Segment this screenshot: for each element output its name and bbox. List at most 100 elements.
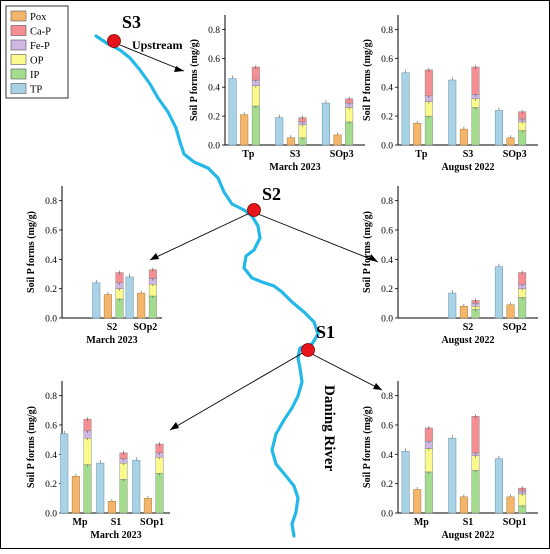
- bar-tp: [125, 276, 134, 319]
- x-tick-label: SOp2: [503, 322, 527, 333]
- bar-pox: [413, 489, 422, 514]
- y-tick-label: 0.2: [381, 480, 393, 490]
- legend-label-ip: IP: [30, 70, 39, 81]
- y-tick-label: 0.0: [381, 142, 393, 152]
- bar-tp: [494, 458, 503, 514]
- bar-segment-ip: [345, 121, 354, 146]
- bar-tp: [228, 78, 237, 146]
- x-tick-label: Mp: [73, 517, 88, 528]
- legend-label-op: OP: [30, 56, 44, 67]
- site-label-s3: S3: [122, 12, 141, 32]
- legend-label-pox: Pox: [30, 12, 47, 23]
- bar-pox: [459, 496, 468, 514]
- y-tick-label: 0.2: [381, 113, 393, 123]
- x-tick-label: SOp3: [330, 149, 354, 160]
- legend-box: [5, 5, 69, 99]
- x-tick-label: S2: [107, 322, 118, 333]
- x-tick-label: S1: [463, 517, 474, 528]
- bar-segment-ip: [424, 115, 433, 146]
- bar-segment-op: [119, 462, 128, 480]
- bar-segment-ip: [518, 130, 527, 146]
- bar-pox: [71, 476, 80, 514]
- chart-s2-august: 0.0 0.2 0.4 0.6 0.8 Soil P forms (mg/g) S2 SOp2…: [362, 186, 538, 346]
- x-tick-label: Tp: [242, 149, 255, 160]
- chart-title: March 2023: [269, 162, 320, 173]
- y-axis-label: Soil P forms (mg/g): [362, 39, 373, 121]
- legend-label-tp: TP: [30, 85, 42, 96]
- bar-segment-ip: [148, 295, 157, 319]
- y-tick-label: 0.0: [45, 510, 57, 520]
- bar-pox: [286, 137, 295, 146]
- bar-tp: [96, 462, 105, 514]
- bar-tp: [132, 459, 141, 514]
- y-axis-label: Soil P forms (mg/g): [26, 406, 37, 488]
- upstream-label: Upstream: [132, 38, 182, 52]
- bar-pox: [459, 128, 468, 146]
- site-label-s1: S1: [316, 322, 335, 342]
- chart-s2-march: 0.0 0.2 0.4 0.6 0.8 Soil P forms (mg/g) S2 SOp2…: [26, 186, 162, 346]
- y-tick-label: 0.8: [381, 197, 393, 207]
- bar-segment-cap: [424, 69, 433, 97]
- bar-tp: [92, 282, 101, 319]
- bar-segment-ip: [119, 479, 128, 514]
- bar-segment-op: [471, 455, 480, 471]
- bar-tp: [60, 433, 69, 514]
- y-tick-label: 0.0: [381, 315, 393, 325]
- legend-swatch-tp: [10, 83, 27, 94]
- y-tick-label: 0.6: [381, 422, 393, 432]
- y-tick-label: 0.0: [208, 142, 220, 152]
- x-tick-label: SOp1: [503, 517, 527, 528]
- bar-tp: [494, 266, 503, 319]
- legend-swatch-fep: [10, 39, 27, 51]
- site-marker-s1: [301, 343, 315, 357]
- legend-swatch-op: [10, 54, 27, 65]
- bar-segment-op: [345, 107, 354, 123]
- x-tick-label: SOp2: [133, 322, 157, 333]
- bar-segment-op: [251, 85, 260, 107]
- y-tick-label: 0.2: [45, 285, 57, 295]
- y-tick-label: 0.2: [45, 480, 57, 490]
- legend-label-fep: Fe-P: [30, 41, 50, 52]
- bar-pox: [413, 123, 422, 146]
- x-tick-label: S3: [463, 149, 474, 160]
- bar-segment-ip: [518, 297, 527, 319]
- bar-segment-op: [424, 101, 433, 117]
- legend-swatch-ip: [10, 68, 27, 80]
- y-tick-label: 0.8: [381, 392, 393, 402]
- bar-segment-op: [424, 448, 433, 473]
- bar-segment-ip: [155, 473, 164, 514]
- bar-pox: [137, 292, 146, 319]
- y-tick-label: 0.4: [45, 451, 57, 461]
- bar-tp: [401, 451, 410, 514]
- y-axis-label: Soil P forms (mg/g): [362, 406, 373, 488]
- bar-segment-ip: [471, 470, 480, 514]
- x-tick-label: S1: [111, 517, 122, 528]
- chart-title: August 2022: [441, 530, 494, 541]
- bar-pox: [459, 306, 468, 319]
- y-tick-label: 0.2: [208, 113, 220, 123]
- chart-title: March 2023: [86, 335, 137, 346]
- chart-title: August 2022: [441, 162, 494, 173]
- chart-title: August 2022: [441, 335, 494, 346]
- bar-tp: [321, 102, 330, 146]
- bar-segment-cap: [471, 66, 480, 95]
- chart-s3-march: 0.0 0.2 0.4 0.6 0.8 Soil P forms (mg/g) Tp S3 SO…: [189, 15, 365, 173]
- y-tick-label: 0.2: [381, 285, 393, 295]
- chart-s1-march: 0.0 0.2 0.4 0.6 0.8 Soil P forms (mg/g) Mp S1 SO…: [26, 381, 170, 541]
- y-tick-label: 0.0: [381, 510, 393, 520]
- bar-segment-ip: [83, 464, 92, 514]
- x-tick-label: S2: [463, 322, 474, 333]
- legend-label-cap: Ca-P: [30, 27, 51, 38]
- y-tick-label: 0.0: [45, 315, 57, 325]
- river-line: [94, 34, 320, 538]
- y-tick-label: 0.8: [45, 197, 57, 207]
- legend-swatch-pox: [10, 10, 27, 22]
- y-tick-label: 0.4: [208, 84, 220, 94]
- bar-tp: [448, 437, 457, 514]
- y-tick-label: 0.6: [381, 55, 393, 65]
- bar-segment-cap: [471, 416, 480, 454]
- bar-segment-op: [155, 457, 164, 474]
- chart-s1-august: 0.0 0.2 0.4 0.6 0.8 Soil P forms (mg/g) Mp S1 SO…: [362, 381, 538, 541]
